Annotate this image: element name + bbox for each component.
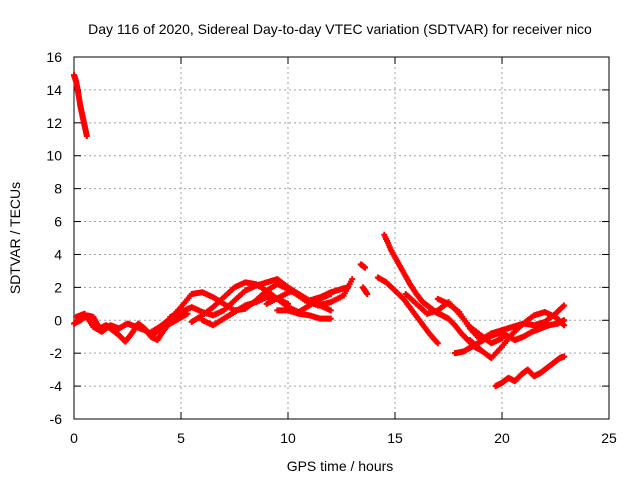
y-tick-label: 12 (46, 115, 62, 131)
data-point (364, 290, 371, 297)
y-tick-label: 8 (54, 181, 62, 197)
axis-ticks: 0 5 10 15 20 25 -6 -4 -2 0 2 4 6 8 10 12 14 16 (46, 49, 617, 446)
y-tick-label: 4 (54, 246, 62, 262)
series-arc-q (492, 353, 568, 390)
y-tick-label: 10 (46, 148, 62, 164)
data-point (561, 302, 568, 309)
data-point (83, 132, 90, 139)
data-point (327, 307, 334, 314)
data-points (71, 72, 568, 390)
data-point (327, 315, 334, 322)
y-axis-label: SDTVAR / TECUs (7, 182, 23, 294)
plot-border (73, 56, 610, 420)
series-arc-l (374, 274, 441, 347)
data-point (349, 276, 356, 283)
series-arc-early (71, 72, 90, 139)
series-arc-j (359, 284, 371, 297)
series-arc-o (451, 317, 568, 357)
y-tick-label: -4 (50, 378, 63, 394)
series-arc-h (263, 276, 356, 309)
data-point (434, 340, 441, 347)
x-tick-label: 20 (494, 430, 510, 446)
series-arc-i (357, 261, 369, 271)
y-tick-label: -2 (50, 345, 63, 361)
data-point (285, 300, 291, 307)
grid-lines (74, 57, 609, 419)
chart-title: Day 116 of 2020, Sidereal Day-to-day VTE… (88, 21, 592, 37)
y-tick-label: 0 (54, 312, 62, 328)
x-tick-label: 15 (387, 430, 403, 446)
x-tick-label: 0 (70, 430, 78, 446)
y-tick-label: 2 (54, 279, 62, 295)
series-arc-k (381, 231, 484, 353)
series-arc-f (199, 294, 291, 329)
data-point (561, 322, 568, 329)
y-tick-label: 14 (46, 82, 62, 98)
y-tick-label: 6 (54, 214, 62, 230)
x-axis-label: GPS time / hours (287, 458, 394, 474)
y-tick-label: -6 (50, 411, 63, 427)
data-point (561, 353, 568, 360)
x-tick-label: 5 (177, 430, 185, 446)
data-point (327, 290, 334, 297)
x-tick-label: 25 (601, 430, 617, 446)
y-tick-label: 16 (46, 49, 62, 65)
series-arc-p (466, 309, 568, 362)
series-arc-g (274, 307, 334, 322)
data-point (362, 264, 369, 271)
x-tick-label: 10 (280, 430, 296, 446)
